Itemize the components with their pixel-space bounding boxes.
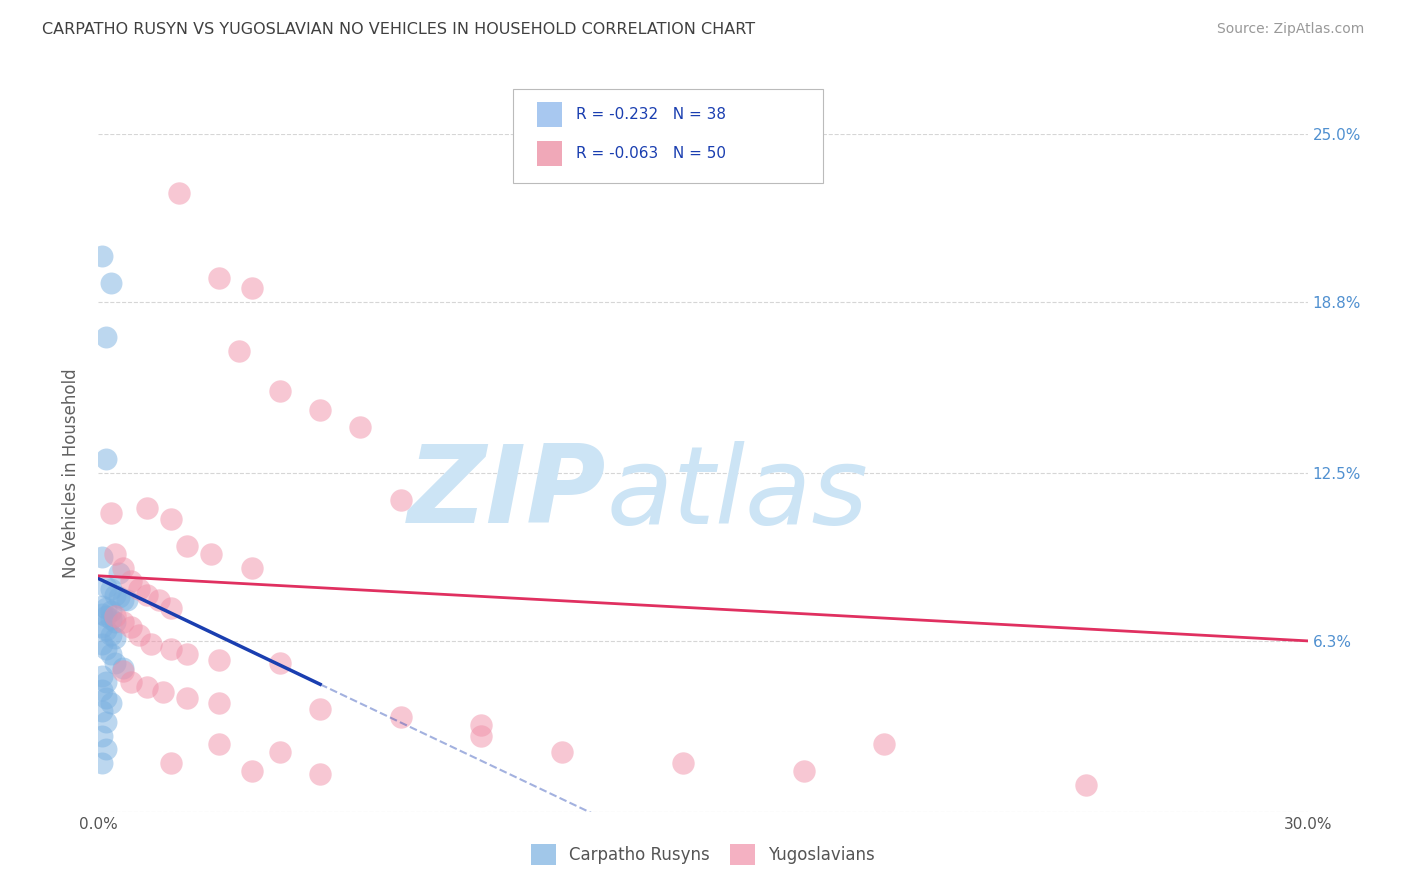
Point <box>160 642 183 657</box>
Point <box>269 384 291 399</box>
Point <box>100 604 122 618</box>
Point <box>100 507 122 521</box>
Point <box>100 696 122 710</box>
Point <box>208 696 231 710</box>
Point <box>91 669 114 683</box>
Point <box>200 547 222 561</box>
Point <box>309 403 332 417</box>
Point <box>269 656 291 670</box>
Point <box>208 270 231 285</box>
Point <box>228 343 250 358</box>
Point <box>470 718 492 732</box>
Text: atlas: atlas <box>606 441 868 546</box>
Point <box>107 566 129 580</box>
Point <box>672 756 695 770</box>
Point <box>96 601 118 615</box>
Point <box>96 330 118 344</box>
Point <box>160 756 183 770</box>
Point <box>91 637 114 651</box>
Point <box>160 512 183 526</box>
Point <box>91 682 114 697</box>
Point <box>96 623 118 637</box>
Point <box>96 742 118 756</box>
Point <box>103 547 125 561</box>
Point <box>128 628 150 642</box>
Point <box>103 615 125 629</box>
Text: R = -0.232   N = 38: R = -0.232 N = 38 <box>576 107 727 122</box>
Point <box>148 593 170 607</box>
Point <box>103 588 125 602</box>
Point <box>551 745 574 759</box>
Point <box>470 729 492 743</box>
Point <box>111 664 134 678</box>
Point <box>96 609 118 624</box>
Point <box>135 501 157 516</box>
Point <box>389 492 412 507</box>
Point <box>208 737 231 751</box>
Point <box>103 656 125 670</box>
Point <box>176 690 198 705</box>
Point <box>100 276 122 290</box>
Point <box>389 710 412 724</box>
Point <box>240 560 263 574</box>
Point <box>103 609 125 624</box>
Point <box>100 628 122 642</box>
Point <box>91 705 114 719</box>
Point <box>96 690 118 705</box>
Point <box>96 674 118 689</box>
Point <box>120 674 142 689</box>
Point <box>152 685 174 699</box>
Point <box>1074 778 1097 792</box>
Point <box>111 615 134 629</box>
Point <box>309 766 332 780</box>
Text: R = -0.063   N = 50: R = -0.063 N = 50 <box>576 146 727 161</box>
Point <box>107 591 129 605</box>
Point <box>111 661 134 675</box>
Point <box>91 620 114 634</box>
Point <box>139 637 162 651</box>
Point <box>100 612 122 626</box>
Point <box>176 539 198 553</box>
Point <box>240 764 263 778</box>
Legend: Carpatho Rusyns, Yugoslavians: Carpatho Rusyns, Yugoslavians <box>524 838 882 871</box>
Point <box>135 588 157 602</box>
Y-axis label: No Vehicles in Household: No Vehicles in Household <box>62 368 80 578</box>
Point <box>111 560 134 574</box>
Point <box>128 582 150 597</box>
Point <box>240 281 263 295</box>
Point <box>91 549 114 564</box>
Point <box>120 574 142 589</box>
Point <box>91 607 114 621</box>
Point <box>91 756 114 770</box>
Point <box>96 642 118 657</box>
Point <box>208 653 231 667</box>
Point <box>111 593 134 607</box>
Text: ZIP: ZIP <box>408 440 606 546</box>
Point <box>96 715 118 730</box>
Point <box>269 745 291 759</box>
Point <box>96 452 118 467</box>
Point <box>103 631 125 645</box>
Point <box>793 764 815 778</box>
Point <box>115 593 138 607</box>
Point <box>167 186 190 201</box>
Point <box>91 729 114 743</box>
Point <box>96 580 118 594</box>
Point <box>91 599 114 613</box>
Point <box>160 601 183 615</box>
Point <box>100 582 122 597</box>
Point <box>349 419 371 434</box>
Point <box>100 648 122 662</box>
Point <box>309 701 332 715</box>
Text: Source: ZipAtlas.com: Source: ZipAtlas.com <box>1216 22 1364 37</box>
Point <box>873 737 896 751</box>
Point <box>120 620 142 634</box>
Point <box>91 249 114 263</box>
Point <box>176 648 198 662</box>
Text: CARPATHO RUSYN VS YUGOSLAVIAN NO VEHICLES IN HOUSEHOLD CORRELATION CHART: CARPATHO RUSYN VS YUGOSLAVIAN NO VEHICLE… <box>42 22 755 37</box>
Point <box>135 680 157 694</box>
